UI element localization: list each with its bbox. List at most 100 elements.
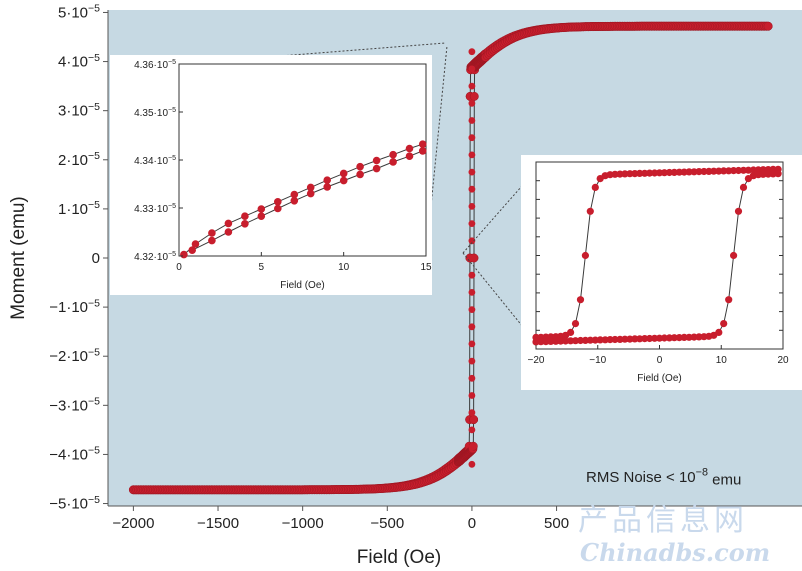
inset-top-point xyxy=(389,150,397,159)
y-tick-label-exponent: −5 xyxy=(88,494,100,506)
y-axis-title: Moment (emu) xyxy=(8,196,29,320)
main-point-switch xyxy=(468,426,476,434)
inset-top-point xyxy=(257,212,266,220)
y-tick-label-mantissa: −1·10 xyxy=(49,299,88,316)
inset-top-y-tick-label: 4.35·10−5 xyxy=(134,107,176,119)
y-tick-label-exponent: −5 xyxy=(88,396,100,408)
main-points xyxy=(128,21,773,495)
inset-top-point xyxy=(405,144,414,153)
inset-top-point xyxy=(389,158,397,166)
x-tick-label: 500 xyxy=(544,515,569,532)
y-tick-label-exponent: −5 xyxy=(88,445,100,457)
inset-top-y-tick-label-exponent: −5 xyxy=(168,203,176,210)
inset-right-point xyxy=(581,251,590,260)
inset-top-point xyxy=(274,204,282,213)
inset-top-x-tick-label: 15 xyxy=(420,262,432,273)
y-tick-label-exponent: −5 xyxy=(88,199,100,211)
y-tick-label: 3·10−5 xyxy=(58,101,100,120)
inset-right-point xyxy=(720,320,728,328)
x-tick-label: −2000 xyxy=(112,515,154,532)
inset-top-line-1 xyxy=(183,143,423,255)
inset-zoom-right: −20 −10 0 10 20 Field (Oe) xyxy=(462,155,802,390)
main-point-switch xyxy=(468,323,476,331)
y-tick-label-mantissa: 5·10 xyxy=(58,4,88,21)
inset-right-point xyxy=(567,328,575,336)
y-tick-label: −2·10−5 xyxy=(49,346,100,365)
watermark-cn: 产品信息网 xyxy=(578,503,748,538)
inset-right-point xyxy=(547,337,555,345)
main-point-switch xyxy=(468,409,476,417)
main-point-s2 xyxy=(469,415,479,425)
y-tick-label: −5·10−5 xyxy=(49,494,100,513)
inset-zoom-top: 0 5 10 154.32·10−54.33·10−54.34·10−54.35·10… xyxy=(110,42,448,295)
inset-top-y-tick-label-exponent: −5 xyxy=(168,155,176,162)
y-tick-label-exponent: −5 xyxy=(88,52,100,64)
y-tick-label-exponent: −5 xyxy=(88,297,100,309)
main-point-s2 xyxy=(763,21,773,31)
inset-right-point xyxy=(646,169,654,177)
y-tick-label: 1·10−5 xyxy=(58,199,100,218)
main-point-switch xyxy=(468,65,476,73)
inset-top-point xyxy=(191,240,200,248)
y-tick-label-mantissa: 4·10 xyxy=(58,54,88,71)
y-tick-label-mantissa: −3·10 xyxy=(49,397,88,414)
main-point-switch xyxy=(468,254,476,262)
inset-right-point xyxy=(537,338,545,346)
annotation-text: RMS Noise < 10 xyxy=(586,469,696,486)
x-axis-title: Field (Oe) xyxy=(357,547,441,568)
inset-top-point xyxy=(290,197,299,205)
y-tick-label: 2·10−5 xyxy=(58,150,100,169)
y-tick-label-mantissa: 3·10 xyxy=(58,103,88,120)
main-point-switch xyxy=(468,306,476,313)
x-tick-label: −1000 xyxy=(282,515,324,532)
inset-right-point xyxy=(636,169,644,177)
inset-right-x-tick-label: −10 xyxy=(589,355,606,366)
inset-right-point xyxy=(695,168,703,176)
y-tick-label-mantissa: −2·10 xyxy=(49,348,88,365)
inset-right-point xyxy=(596,336,604,344)
inset-top-y-tick-label-exponent: −5 xyxy=(168,251,176,258)
main-point-switch xyxy=(468,220,476,228)
inset-right-point xyxy=(774,170,782,178)
inset-top-point xyxy=(306,189,315,198)
main-point-switch xyxy=(468,271,476,279)
inset-top-y-tick-label: 4.32·10−5 xyxy=(134,251,176,263)
inset-top-y-tick-label-exponent: −5 xyxy=(168,59,176,66)
connector-top-right xyxy=(425,45,448,257)
inset-right-point xyxy=(586,207,594,215)
main-point-switch xyxy=(468,392,476,399)
inset-top-point xyxy=(339,176,348,185)
main-point-switch xyxy=(468,48,476,56)
y-tick-label: 0 xyxy=(92,250,100,267)
y-tick-label: −1·10−5 xyxy=(49,297,100,316)
y-tick-label-exponent: −5 xyxy=(88,3,100,15)
main-point-switch xyxy=(468,99,476,107)
inset-top-y-tick-label-mantissa: 4.32·10 xyxy=(134,252,168,263)
inset-top-x-tick-label: 5 xyxy=(259,262,265,273)
inset-top-point xyxy=(224,228,233,236)
inset-right-point xyxy=(725,296,733,304)
watermark-en: Chinadbs.com xyxy=(580,538,770,567)
inset-top-y-tick-label-exponent: −5 xyxy=(168,107,176,114)
inset-top-y-tick-label-mantissa: 4.34·10 xyxy=(134,156,168,167)
inset-right-x-tick-label: −20 xyxy=(528,355,545,366)
main-point-switch xyxy=(468,185,476,193)
inset-right-point xyxy=(670,334,678,342)
inset-right-point xyxy=(621,335,629,343)
x-tick-label: 0 xyxy=(468,515,476,532)
inset-right-point xyxy=(734,207,743,215)
inset-right-x-title: Field (Oe) xyxy=(637,373,681,384)
inset-top-y-tick-label: 4.36·10−5 xyxy=(134,59,176,71)
main-point-switch xyxy=(468,443,476,451)
inset-right-x-tick-label: 20 xyxy=(777,355,789,366)
y-tick-label-mantissa: −4·10 xyxy=(49,446,88,463)
y-tick-label-mantissa: 2·10 xyxy=(58,152,88,169)
inset-top-point xyxy=(208,236,216,245)
inset-right-point xyxy=(571,320,580,328)
inset-right-point xyxy=(720,167,728,175)
inset-right-point xyxy=(591,183,599,191)
inset-top-y-tick-label: 4.34·10−5 xyxy=(134,155,176,167)
inset-right-point xyxy=(611,335,619,344)
inset-top-point xyxy=(224,219,233,228)
